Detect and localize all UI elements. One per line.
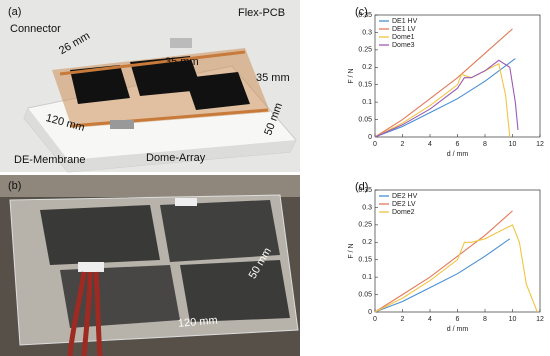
x-tick-label: 8 xyxy=(483,141,487,148)
y-tick-label: 0.3 xyxy=(362,29,372,36)
data-line xyxy=(374,28,513,138)
x-tick-label: 2 xyxy=(401,316,405,323)
y-tick-label: 0.25 xyxy=(358,47,372,54)
data-line xyxy=(374,59,519,138)
x-tick-label: 4 xyxy=(428,316,432,323)
annotation: Connector xyxy=(10,23,61,35)
data-line xyxy=(374,62,511,138)
x-tick-label: 0 xyxy=(373,316,377,323)
legend-label: DE1 HV xyxy=(392,18,418,25)
y-tick-label: 0.1 xyxy=(362,274,372,281)
annotation: DE-Membrane xyxy=(14,154,86,166)
y-tick-label: 0.1 xyxy=(362,99,372,106)
legend-label: DE1 LV xyxy=(392,26,416,33)
x-tick-label: 12 xyxy=(536,141,544,148)
x-tick-label: 6 xyxy=(456,316,460,323)
plot-frame xyxy=(374,189,541,313)
legend-label: Dome3 xyxy=(392,42,415,49)
legend-label: DE2 LV xyxy=(392,201,416,208)
x-tick-label: 6 xyxy=(456,141,460,148)
data-line xyxy=(374,210,513,313)
y-tick-label: 0.25 xyxy=(358,222,372,229)
x-axis-label: d / mm xyxy=(447,326,469,333)
x-axis-label: d / mm xyxy=(447,151,469,158)
plot-background xyxy=(375,190,540,312)
data-line xyxy=(374,58,516,138)
annotation: Flex-PCB xyxy=(238,7,285,19)
plot-frame xyxy=(374,14,541,138)
y-tick-label: 0.35 xyxy=(358,187,372,194)
y-tick-label: 0.15 xyxy=(358,257,372,264)
x-tick-label: 2 xyxy=(401,141,405,148)
panel-label: (a) xyxy=(8,6,21,18)
y-axis-label: F / N xyxy=(348,243,355,258)
y-tick-label: 0.2 xyxy=(362,239,372,246)
y-axis-label: F / N xyxy=(348,68,355,83)
x-tick-label: 4 xyxy=(428,141,432,148)
x-tick-label: 12 xyxy=(536,316,544,323)
photo-b xyxy=(0,175,300,356)
y-tick-label: 0.2 xyxy=(362,64,372,71)
x-tick-label: 0 xyxy=(373,141,377,148)
plot-background xyxy=(375,15,540,137)
legend-label: DE2 HV xyxy=(392,193,418,200)
y-tick-label: 0.05 xyxy=(358,116,372,123)
annotation: 35 mm xyxy=(165,56,199,68)
annotation: 120 mm xyxy=(177,314,218,329)
x-tick-label: 10 xyxy=(509,316,517,323)
x-tick-label: 10 xyxy=(509,141,517,148)
data-line xyxy=(374,238,511,313)
y-tick-label: 0 xyxy=(368,309,372,316)
annotation: 35 mm xyxy=(256,72,290,84)
y-tick-label: 0.05 xyxy=(358,291,372,298)
y-tick-label: 0.15 xyxy=(358,82,372,89)
y-tick-label: 0.3 xyxy=(362,204,372,211)
panel-label: (b) xyxy=(8,180,21,192)
photo-a xyxy=(0,0,300,173)
x-tick-label: 8 xyxy=(483,316,487,323)
y-tick-label: 0.35 xyxy=(358,12,372,19)
panel-label: (d) xyxy=(355,181,368,193)
y-tick-label: 0 xyxy=(368,134,372,141)
legend-label: Dome1 xyxy=(392,34,415,41)
annotation: Dome-Array xyxy=(146,152,206,164)
panel-label: (c) xyxy=(355,6,368,18)
data-line xyxy=(374,224,538,313)
legend-label: Dome2 xyxy=(392,209,415,216)
